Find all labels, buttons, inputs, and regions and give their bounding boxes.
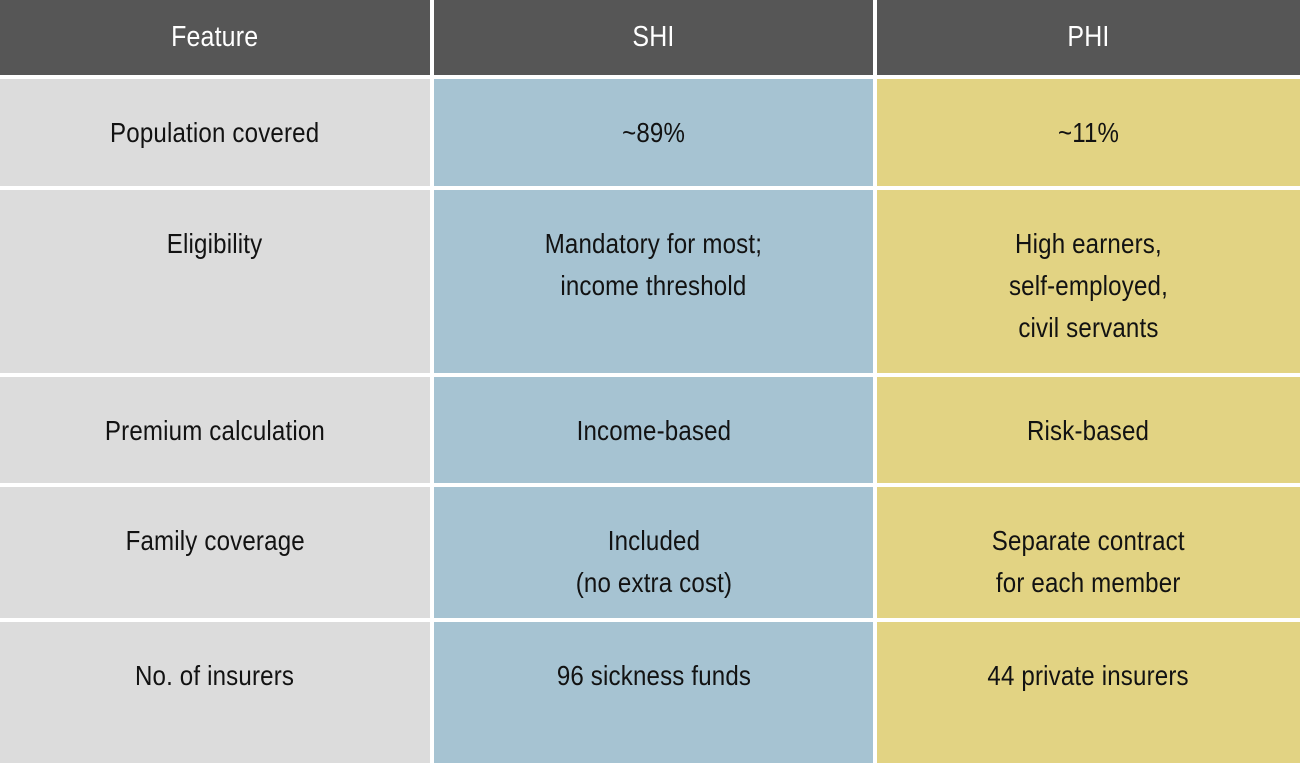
cell-text: Population covered xyxy=(110,117,320,148)
phi-cell-family-coverage: Separate contract for each member xyxy=(877,487,1300,618)
cell-text: Mandatory for most; income threshold xyxy=(544,228,763,301)
cell-text: 44 private insurers xyxy=(987,660,1190,691)
header-cell-feature: Feature xyxy=(0,0,430,75)
cell-text: Separate contract for each member xyxy=(991,525,1185,598)
shi-cell-eligibility: Mandatory for most; income threshold xyxy=(434,190,873,373)
cell-text: No. of insurers xyxy=(135,660,295,691)
cell-text: Income-based xyxy=(576,415,731,446)
shi-cell-no-of-insurers: 96 sickness funds xyxy=(434,622,873,763)
cell-text: Family coverage xyxy=(125,525,305,556)
shi-cell-premium-calculation: Income-based xyxy=(434,377,873,483)
header-label-shi: SHI xyxy=(632,21,675,53)
header-label-phi: PHI xyxy=(1067,21,1110,53)
feature-cell-population-covered: Population covered xyxy=(0,79,430,186)
header-cell-phi: PHI xyxy=(877,0,1300,75)
feature-cell-no-of-insurers: No. of insurers xyxy=(0,622,430,763)
phi-cell-premium-calculation: Risk-based xyxy=(877,377,1300,483)
phi-cell-population-covered: ~11% xyxy=(877,79,1300,186)
shi-cell-population-covered: ~89% xyxy=(434,79,873,186)
cell-text: 96 sickness funds xyxy=(556,660,751,691)
cell-text: Premium calculation xyxy=(104,415,326,446)
feature-cell-eligibility: Eligibility xyxy=(0,190,430,373)
cell-text: Included (no extra cost) xyxy=(575,525,732,598)
phi-cell-no-of-insurers: 44 private insurers xyxy=(877,622,1300,763)
cell-text: Eligibility xyxy=(167,228,263,259)
shi-cell-family-coverage: Included (no extra cost) xyxy=(434,487,873,618)
cell-text: Risk-based xyxy=(1027,415,1150,446)
header-cell-shi: SHI xyxy=(434,0,873,75)
phi-cell-eligibility: High earners, self-employed, civil serva… xyxy=(877,190,1300,373)
feature-cell-family-coverage: Family coverage xyxy=(0,487,430,618)
feature-cell-premium-calculation: Premium calculation xyxy=(0,377,430,483)
header-label-feature: Feature xyxy=(171,21,259,53)
cell-text: ~89% xyxy=(622,117,685,148)
cell-text: ~11% xyxy=(1057,117,1120,148)
cell-text: High earners, self-employed, civil serva… xyxy=(1008,228,1168,343)
